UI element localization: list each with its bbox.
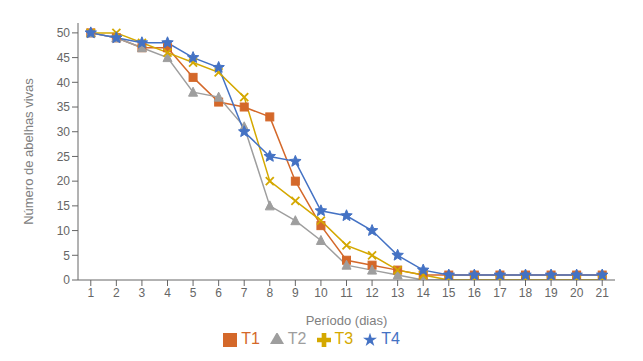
svg-text:13: 13 [391,286,405,300]
svg-text:0: 0 [63,273,70,287]
svg-text:9: 9 [292,286,299,300]
svg-text:3: 3 [139,286,146,300]
svg-text:10: 10 [314,286,328,300]
svg-text:Período (dias): Período (dias) [306,313,388,328]
svg-text:12: 12 [365,286,379,300]
svg-text:19: 19 [544,286,558,300]
svg-text:20: 20 [570,286,584,300]
svg-text:5: 5 [63,249,70,263]
svg-text:5: 5 [190,286,197,300]
svg-text:Número de abelhas vivas: Número de abelhas vivas [21,78,36,225]
svg-text:17: 17 [493,286,507,300]
svg-text:18: 18 [519,286,533,300]
svg-text:25: 25 [57,150,71,164]
svg-text:2: 2 [113,286,120,300]
svg-text:8: 8 [266,286,273,300]
svg-text:20: 20 [57,174,71,188]
svg-text:15: 15 [442,286,456,300]
svg-text:50: 50 [57,26,71,40]
svg-text:11: 11 [340,286,353,300]
svg-text:40: 40 [57,76,71,90]
svg-text:16: 16 [468,286,482,300]
svg-text:10: 10 [57,224,71,238]
html-text:T4: T4 [381,330,400,347]
svg-text:6: 6 [215,286,222,300]
svg-text:15: 15 [57,199,71,213]
html-text:T3: T3 [334,330,354,347]
svg-text:4: 4 [164,286,171,300]
html-text:T1: T1 [241,330,260,347]
svg-text:35: 35 [57,100,71,114]
html-text:T2: T2 [287,330,307,347]
svg-text:45: 45 [57,51,71,65]
svg-text:21: 21 [596,286,610,300]
svg-text:30: 30 [57,125,71,139]
svg-text:14: 14 [417,286,431,300]
svg-text:1: 1 [87,286,94,300]
svg-text:7: 7 [241,286,248,300]
